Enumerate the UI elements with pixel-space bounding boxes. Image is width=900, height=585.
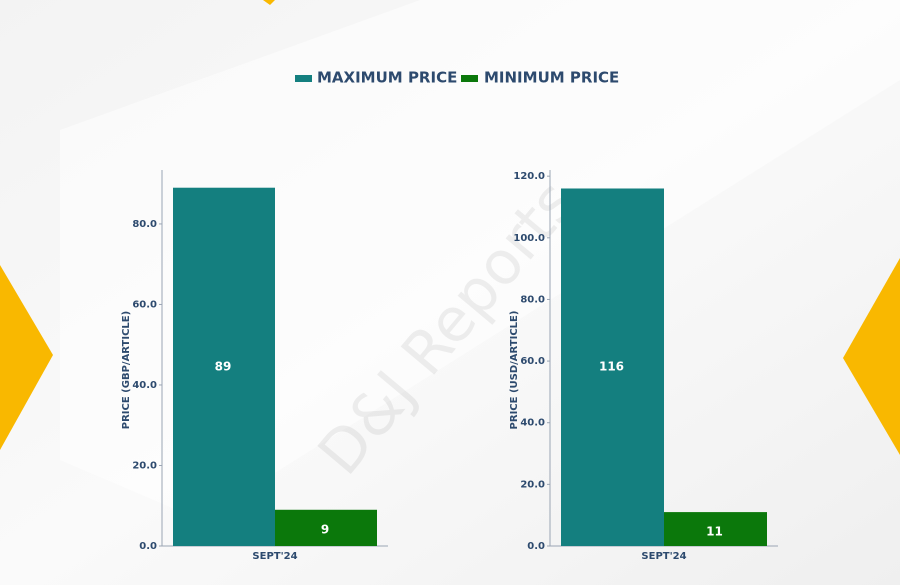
y-axis-label: PRICE (GBP/ARTICLE) [121,311,132,429]
value-label: 9 [321,522,329,536]
y-tick-label: 40.0 [132,380,157,391]
legend-label: MAXIMUM PRICE [317,69,457,87]
deco-top [263,0,275,5]
y-tick-label: 40.0 [520,418,545,429]
y-axis-label: PRICE (USD/ARTICLE) [509,311,520,430]
y-tick-label: 100.0 [513,233,545,244]
bar [275,509,377,546]
y-tick-label: 20.0 [520,479,545,490]
y-tick-label: 80.0 [132,219,157,230]
bar [173,187,275,546]
y-tick-label: 60.0 [132,299,157,310]
value-label: 11 [706,525,723,539]
value-label: 89 [215,359,232,373]
y-tick-label: 120.0 [513,171,545,182]
deco-right [843,258,900,455]
bar: MINIMUM PRICE [664,512,767,546]
x-tick-label: SEPT'24 [252,551,297,562]
x-tick-label: SEPT'24 [641,551,686,562]
y-tick-label: 60.0 [520,356,545,367]
y-tick-label: 20.0 [132,460,157,471]
deco-left [0,265,53,450]
y-tick-label: 0.0 [139,541,157,552]
legend-swatch [461,75,478,82]
legend-label: MINIMUM PRICE [484,69,619,87]
legend-swatch [295,75,312,82]
y-tick-label: 80.0 [520,294,545,305]
y-tick-label: 0.0 [527,541,545,552]
bar: MAXIMUM PRICE [561,188,664,546]
value-label: 116 [599,360,624,374]
